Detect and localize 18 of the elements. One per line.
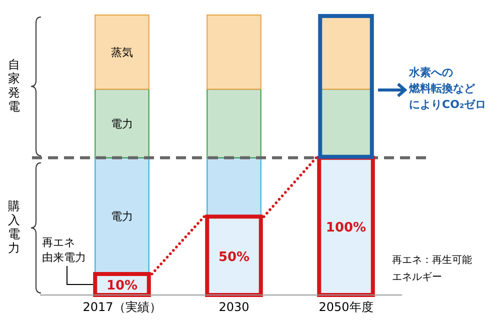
x-tick-label: 2050年度 [318,300,374,314]
annotation: 100% [326,220,366,236]
bar [206,88,262,158]
annotation: 水素への燃料転換などによりCO₂ゼロ [408,66,486,111]
bar [94,88,150,158]
annotation: 50% [218,250,250,265]
series-label: 電力 [111,210,133,223]
annotation: 再エネ：再生可能エネルギー [392,254,472,283]
series-label: 電力 [111,118,133,130]
series-label: 蒸気 [111,46,133,60]
text: 自家発電 [8,57,20,114]
bar [94,14,150,90]
x-tick-label: 2030 [218,300,250,314]
annotation: 10% [106,278,138,294]
x-tick-label: 2017（実績） [82,300,162,314]
text: 購入電力 [8,198,20,255]
series-label: 再エネ由来電力 [42,236,86,264]
bar [206,14,262,90]
